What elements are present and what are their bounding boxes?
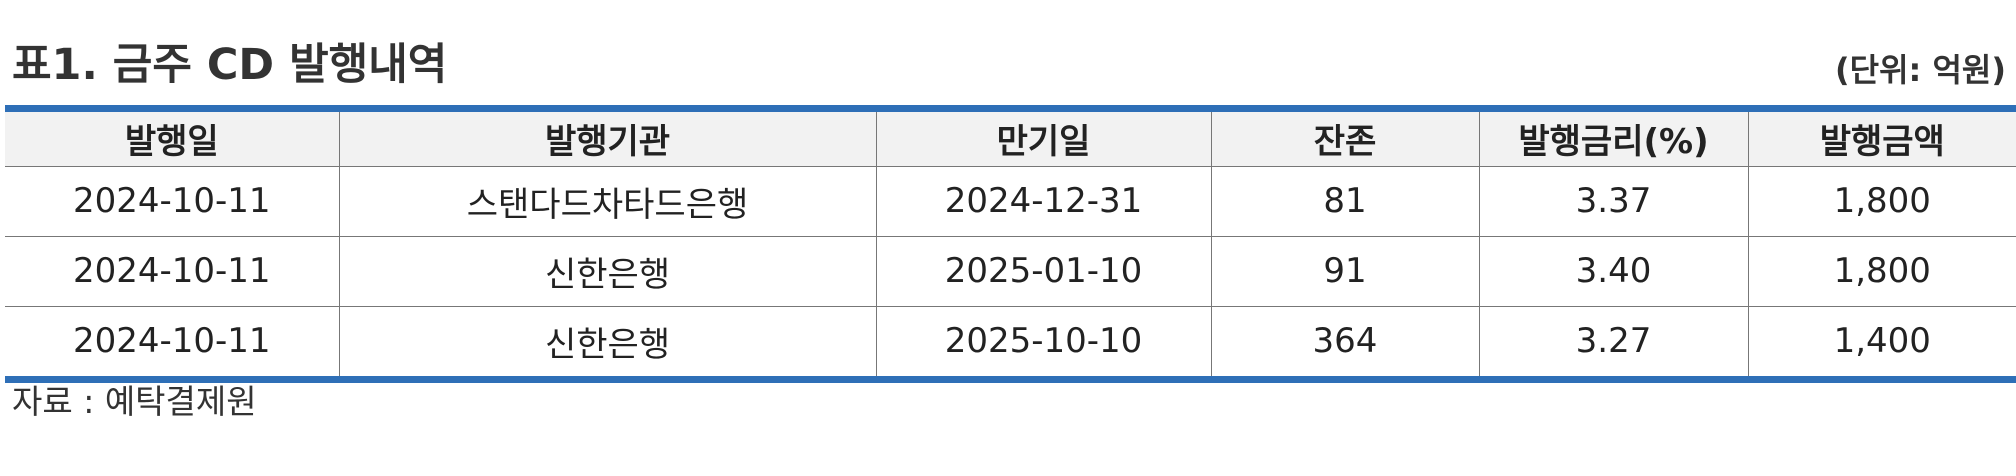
source-note: 자료 : 예탁결제원 xyxy=(12,382,257,421)
cell-remaining-days: 91 xyxy=(1210,235,1479,306)
header-issue-date: 발행일 xyxy=(5,112,339,167)
cell-maturity-date: 2024-12-31 xyxy=(875,166,1211,236)
cell-issue-amount: 1,800 xyxy=(1747,166,2016,236)
cell-issue-rate: 3.40 xyxy=(1478,235,1748,306)
issuance-table-container: 발행일 발행기관 만기일 잔존 발행금리(%) 발행금액 2024-10-11 … xyxy=(5,105,2016,383)
header-maturity-date: 만기일 xyxy=(875,112,1211,167)
table-row: 2024-10-11 스탠다드차타드은행 2024-12-31 81 3.37 … xyxy=(5,166,2016,236)
unit-label: (단위: 억원) xyxy=(1835,51,2006,89)
table-header-row: 발행일 발행기관 만기일 잔존 발행금리(%) 발행금액 xyxy=(5,112,2016,167)
cell-maturity-date: 2025-01-10 xyxy=(875,235,1211,306)
header-issue-rate: 발행금리(%) xyxy=(1478,112,1748,167)
header-issuer: 발행기관 xyxy=(338,112,876,167)
table-title: 표1. 금주 CD 발행내역 xyxy=(12,40,448,90)
table-row: 2024-10-11 신한은행 2025-01-10 91 3.40 1,800 xyxy=(5,235,2016,306)
cell-issuer: 신한은행 xyxy=(338,235,876,306)
cell-issue-date: 2024-10-11 xyxy=(5,305,339,376)
cell-remaining-days: 364 xyxy=(1210,305,1479,376)
table-row: 2024-10-11 신한은행 2025-10-10 364 3.27 1,40… xyxy=(5,305,2016,376)
cell-maturity-date: 2025-10-10 xyxy=(875,305,1211,376)
cell-issue-amount: 1,800 xyxy=(1747,235,2016,306)
cell-issue-date: 2024-10-11 xyxy=(72,181,271,221)
cell-issuer: 신한은행 xyxy=(338,305,876,376)
cell-remaining-days: 81 xyxy=(1210,166,1479,236)
cell-issue-rate: 3.27 xyxy=(1478,305,1748,376)
header-issue-amount: 발행금액 xyxy=(1747,112,2016,167)
cd-issuance-table: 발행일 발행기관 만기일 잔존 발행금리(%) 발행금액 2024-10-11 … xyxy=(5,112,2016,376)
header-remaining-days: 잔존 xyxy=(1210,112,1479,167)
cell-issue-rate: 3.37 xyxy=(1478,166,1748,236)
cell-issue-date: 2024-10-11 xyxy=(5,235,339,306)
cell-issuer: 스탠다드차타드은행 xyxy=(338,166,876,236)
cell-issue-amount: 1,400 xyxy=(1747,305,2016,376)
